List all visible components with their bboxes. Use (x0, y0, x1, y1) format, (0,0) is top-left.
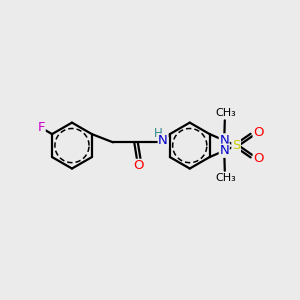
Text: O: O (253, 126, 264, 139)
Text: H: H (154, 127, 163, 140)
Text: S: S (232, 139, 240, 152)
Text: CH₃: CH₃ (215, 108, 236, 118)
Text: O: O (134, 159, 144, 172)
Text: N: N (219, 134, 229, 147)
Text: N: N (158, 134, 168, 147)
Text: F: F (38, 122, 45, 134)
Text: CH₃: CH₃ (215, 173, 236, 183)
Text: N: N (219, 144, 229, 157)
Text: O: O (253, 152, 264, 165)
